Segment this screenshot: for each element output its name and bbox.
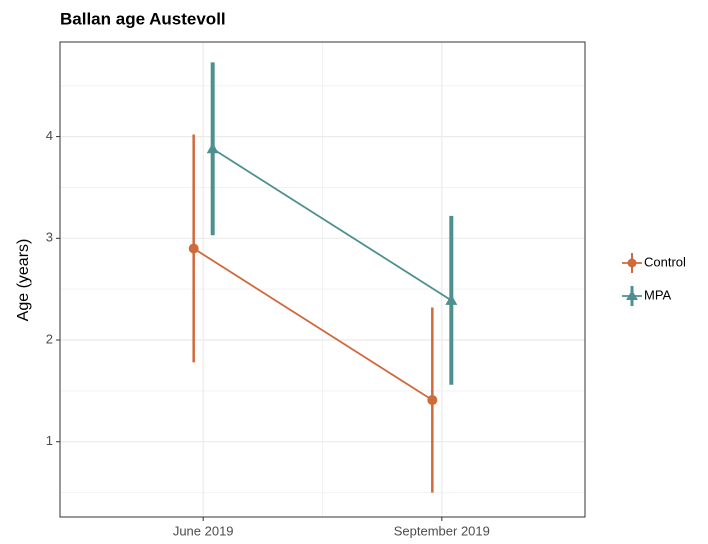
legend-marker — [627, 258, 637, 268]
chart-title: Ballan age Austevoll — [60, 9, 226, 28]
legend-label: MPA — [644, 287, 672, 302]
y-axis-label: Age (years) — [15, 239, 32, 322]
series-line — [212, 148, 452, 302]
point — [206, 142, 219, 154]
point — [427, 395, 438, 406]
point — [188, 243, 199, 254]
y-tick-label: 4 — [46, 128, 53, 143]
x-tick-label: June 2019 — [173, 523, 234, 538]
point — [445, 294, 458, 305]
legend-label: Control — [644, 254, 686, 269]
x-tick-label: September 2019 — [394, 523, 490, 538]
y-tick-label: 2 — [46, 331, 53, 346]
series-line — [193, 247, 433, 401]
y-tick-label: 3 — [46, 230, 53, 245]
legend-marker — [626, 290, 638, 300]
y-tick-label: 1 — [46, 433, 53, 448]
plot-border — [59, 41, 586, 518]
